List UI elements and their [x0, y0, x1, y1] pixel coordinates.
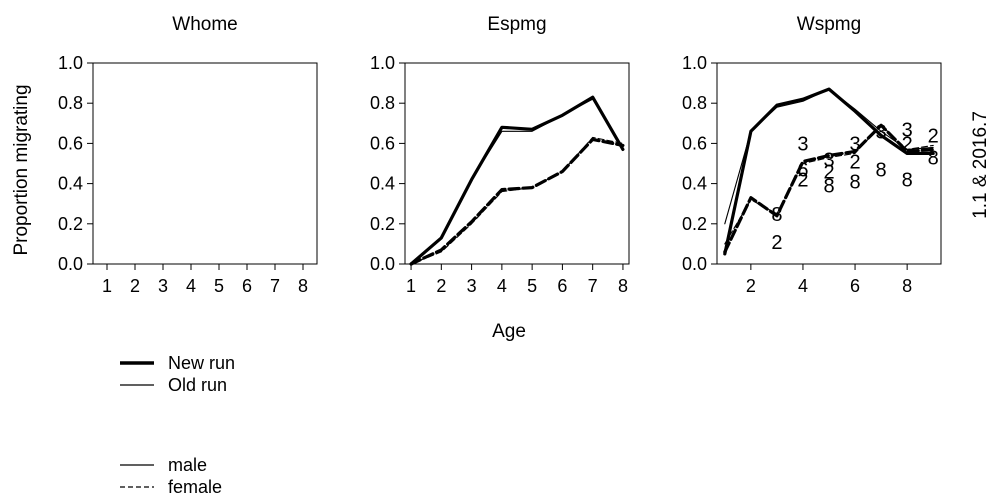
- y-tick-label: 1.0: [682, 53, 707, 73]
- panel-title: Wspmg: [797, 14, 861, 35]
- panel-title: Whome: [172, 14, 237, 35]
- point-label: 3: [797, 133, 808, 155]
- x-tick-label: 7: [588, 276, 598, 296]
- point-label: 6: [797, 160, 808, 182]
- panel-2: Espmg 0.0 0.2 0.4 0.6 0.8 1.0 1 2 3 4 5 6 7 8: [370, 14, 630, 296]
- point-label: 8: [928, 147, 939, 169]
- panel-title: Espmg: [487, 14, 546, 35]
- y-tick-label: 0.0: [682, 254, 707, 274]
- x-tick-label: 2: [436, 276, 446, 296]
- y-tick-label: 0.8: [682, 93, 707, 113]
- point-label: 8: [771, 204, 782, 226]
- y-tick-label: 0.2: [682, 214, 707, 234]
- y-axis-label: Proportion migrating: [11, 84, 32, 255]
- legend-run: New run Old run: [120, 353, 235, 395]
- y-tick-label: 0.2: [58, 214, 83, 234]
- x-tick-label: 2: [746, 276, 756, 296]
- x-tick-label: 1: [406, 276, 416, 296]
- x-tick-label: 8: [298, 276, 308, 296]
- y-tick-label: 1.0: [370, 53, 395, 73]
- legend-female-label: female: [168, 477, 222, 497]
- y-tick-label: 0.4: [682, 174, 707, 194]
- side-label: 1.1 & 2016.7: [970, 111, 991, 219]
- series-new-female: [723, 123, 935, 254]
- point-label: 8: [876, 160, 887, 182]
- x-tick-label: 7: [270, 276, 280, 296]
- y-tick-label: 1.0: [58, 53, 83, 73]
- y-tick-label: 0.2: [370, 214, 395, 234]
- x-tick-label: 3: [158, 276, 168, 296]
- series-old-male: [410, 98, 624, 265]
- legend-male-label: male: [168, 455, 207, 475]
- point-label: 3: [849, 133, 860, 155]
- x-tick-label: 6: [242, 276, 252, 296]
- y-tick-label: 0.6: [682, 133, 707, 153]
- x-tick-label: 3: [467, 276, 477, 296]
- y-tick-label: 0.4: [58, 174, 83, 194]
- point-label: 8: [849, 172, 860, 194]
- x-tick-label: 6: [850, 276, 860, 296]
- y-tick-label: 0.0: [370, 254, 395, 274]
- plot-frame: [92, 62, 318, 265]
- legend-sex: male female: [120, 455, 222, 497]
- plot-frame: [716, 62, 942, 265]
- y-tick-label: 0.4: [370, 174, 395, 194]
- y-tick-label: 0.8: [370, 93, 395, 113]
- series-old-female: [410, 136, 624, 265]
- x-tick-label: 4: [497, 276, 507, 296]
- x-tick-label: 2: [130, 276, 140, 296]
- x-tick-label: 5: [214, 276, 224, 296]
- point-label: 2: [771, 232, 782, 254]
- point-label: 8: [902, 170, 913, 192]
- legend-new-run-label: New run: [168, 353, 235, 373]
- point-label: 3: [823, 149, 834, 171]
- y-tick-label: 0.6: [58, 133, 83, 153]
- y-tick-label: 0.6: [370, 133, 395, 153]
- series-new-female: [409, 137, 625, 266]
- x-tick-label: 8: [618, 276, 628, 296]
- series-new-male: [409, 95, 625, 266]
- y-tick-label: 0.8: [58, 93, 83, 113]
- point-label: 2: [928, 125, 939, 147]
- point-label: 8: [823, 176, 834, 198]
- point-label: 2: [823, 162, 834, 184]
- x-tick-label: 8: [902, 276, 912, 296]
- x-tick-label: 4: [798, 276, 808, 296]
- point-label: 3: [902, 119, 913, 141]
- x-tick-label: 4: [186, 276, 196, 296]
- x-tick-label: 5: [527, 276, 537, 296]
- series-old-female: [724, 124, 934, 245]
- y-tick-label: 0.0: [58, 254, 83, 274]
- x-tick-label: 6: [557, 276, 567, 296]
- point-label: 2: [797, 170, 808, 192]
- point-label: 2: [902, 133, 913, 155]
- panel-1: Whome 0.0 0.2 0.4 0.6 0.8 1.0 1 2 3 4 5 6 7 8: [58, 14, 318, 296]
- point-label: 3: [876, 121, 887, 143]
- x-tick-label: 1: [102, 276, 112, 296]
- point-label: 2: [849, 151, 860, 173]
- plot-frame: [404, 62, 630, 265]
- legend-old-run-label: Old run: [168, 375, 227, 395]
- x-axis-label: Age: [492, 321, 526, 342]
